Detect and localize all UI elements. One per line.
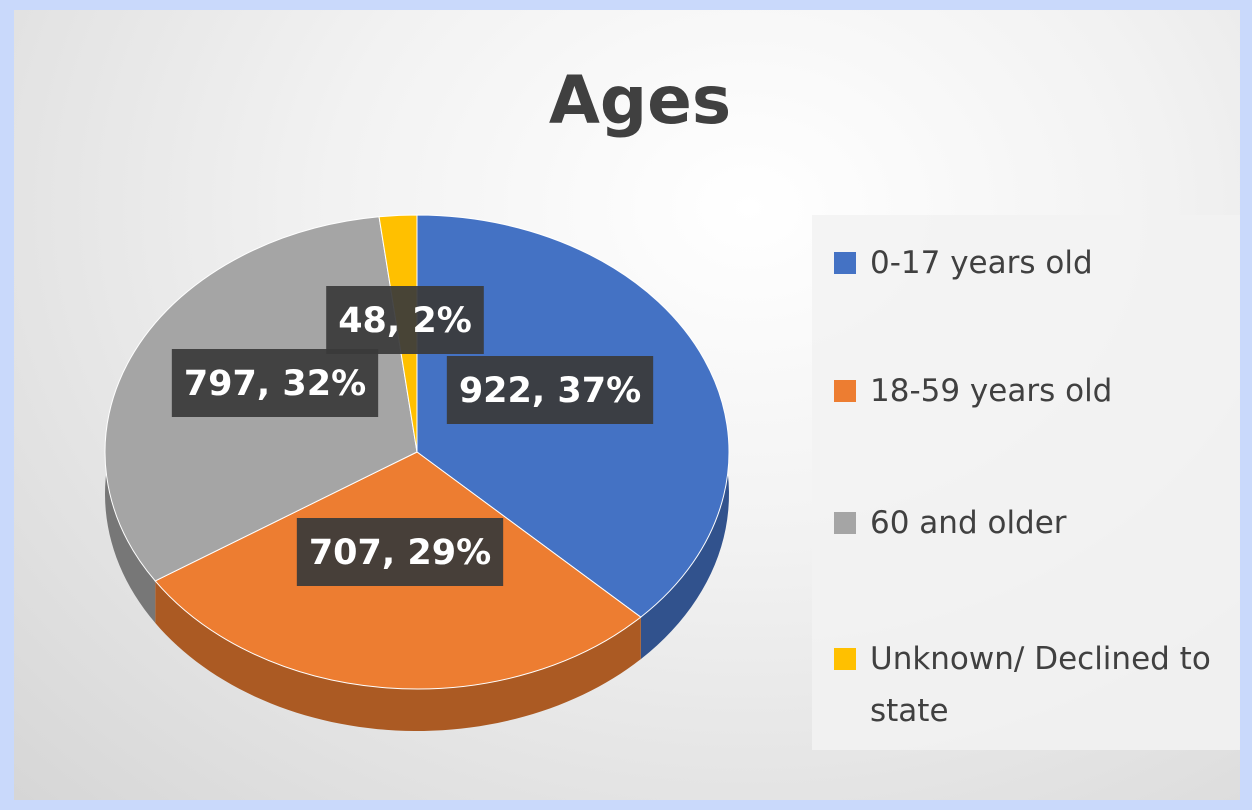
legend: 0-17 years old 18-59 years old 60 and olde… — [812, 215, 1240, 750]
legend-entry: Unknown/ Declined to state — [834, 633, 1214, 737]
legend-swatch — [834, 252, 856, 274]
data-label-box — [446, 356, 654, 424]
data-label: 707, 29% — [309, 533, 491, 573]
legend-label: 60 and older — [870, 505, 1067, 541]
legend-swatch — [834, 512, 856, 534]
data-label: 922, 37% — [459, 371, 641, 411]
legend-label: 18-59 years old — [870, 373, 1113, 409]
legend-swatch — [834, 648, 856, 670]
data-label-box — [296, 518, 504, 586]
legend-label: Unknown/ Declined to state — [870, 641, 1211, 729]
data-label-box — [171, 349, 379, 417]
legend-entry: 18-59 years old — [834, 365, 1214, 417]
data-label-box — [326, 286, 484, 354]
chart-title: Ages — [549, 62, 731, 139]
legend-label: 0-17 years old — [870, 245, 1093, 281]
legend-entry: 60 and older — [834, 497, 1214, 549]
data-label: 797, 32% — [184, 364, 366, 404]
slice-side — [155, 580, 641, 731]
legend-swatch — [834, 380, 856, 402]
legend-entry: 0-17 years old — [834, 237, 1214, 289]
data-label: 48, 2% — [338, 301, 472, 341]
